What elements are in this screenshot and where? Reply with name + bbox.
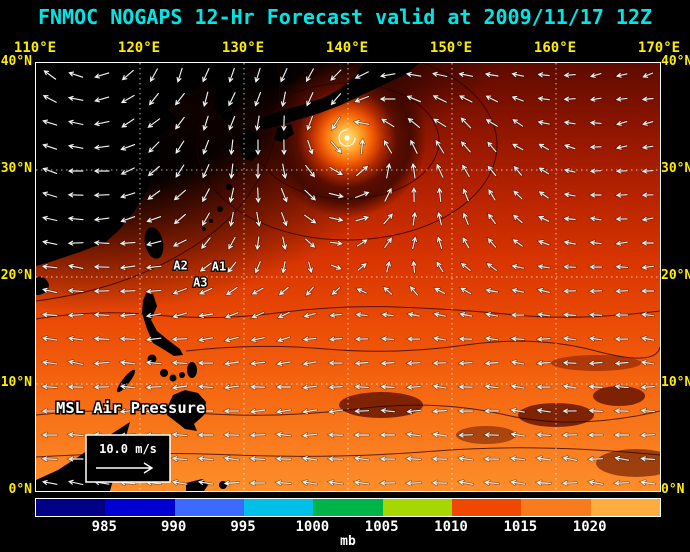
lon-tick-label: 160°E <box>533 40 577 56</box>
storm-marker-a3: A3 <box>193 276 207 290</box>
lat-tick-label-left: 0°N <box>8 482 32 497</box>
coast-korea <box>214 63 247 123</box>
storm-markers: A1 A2 A3 <box>172 257 227 291</box>
lat-tick-label-right: 10°N <box>661 375 690 390</box>
storm-marker-a1: A1 <box>212 260 226 274</box>
colorbar-tick-label: 1005 <box>364 519 399 535</box>
island-samar <box>187 362 197 378</box>
colorbar-tick-label: 1000 <box>295 519 330 535</box>
colorbar-tick-label: 985 <box>91 519 117 535</box>
storm-marker-a2: A2 <box>173 259 187 273</box>
island-visayas <box>169 374 177 382</box>
lon-tick-label: 170°E <box>637 40 681 56</box>
lat-tick-label-left: 30°N <box>0 161 32 176</box>
lon-tick-label: 140°E <box>325 40 369 56</box>
lon-tick-label: 150°E <box>429 40 473 56</box>
colorbar-cell <box>36 499 106 516</box>
colorbar-tick-label: 990 <box>161 519 187 535</box>
colorbar-tick-label: 995 <box>230 519 256 535</box>
colorbar-cell <box>382 499 452 516</box>
field-label: MSL Air Pressure <box>56 399 205 417</box>
lon-tick-label: 130°E <box>221 40 265 56</box>
island-ryukyu <box>202 227 206 231</box>
lat-tick-label-right: 0°N <box>661 482 685 497</box>
map-canvas: A1 A2 A3 MSL Air Pressure 10.0 m/s <box>36 63 660 491</box>
wind-legend: 10.0 m/s <box>85 434 171 483</box>
island-visayas <box>179 372 185 378</box>
wind-legend-box <box>85 434 171 483</box>
lon-tick-label: 120°E <box>117 40 161 56</box>
colorbar-cell <box>174 499 244 516</box>
lat-tick-label-right: 30°N <box>661 161 690 176</box>
page-title: FNMOC NOGAPS 12-Hr Forecast valid at 200… <box>37 5 653 29</box>
island-visayas <box>160 369 168 377</box>
cyclone-eye-swirl <box>338 129 356 147</box>
wind-legend-label: 10.0 m/s <box>99 442 157 456</box>
colorbar-cell <box>105 499 175 516</box>
coast-china <box>36 63 208 266</box>
colorbar-units: mb <box>340 534 356 549</box>
island-mindanao <box>167 390 206 431</box>
colorbar-cell <box>590 499 660 516</box>
lat-tick-label-left: 20°N <box>0 268 32 283</box>
island-luzon <box>142 293 183 356</box>
lon-tick-label: 110°E <box>13 40 57 56</box>
lat-tick-label-left: 10°N <box>0 375 32 390</box>
colorbar-tick-label: 1020 <box>572 519 607 535</box>
colorbar-cell <box>313 499 383 516</box>
grid-lines <box>36 63 660 491</box>
pressure-colorbar <box>35 498 661 517</box>
island-ryukyu <box>226 184 232 190</box>
island-ryukyu <box>209 219 213 223</box>
wind-legend-arrow-icon <box>96 462 154 474</box>
forecast-map: A1 A2 A3 MSL Air Pressure 10.0 m/s <box>35 62 661 492</box>
coast-shikoku <box>274 124 294 142</box>
colorbar-cell <box>521 499 591 516</box>
colorbar-cell <box>243 499 314 516</box>
wind-arrows <box>41 67 656 486</box>
lat-tick-label-right: 20°N <box>661 268 690 283</box>
colorbar-tick-label: 1010 <box>434 519 468 535</box>
colorbar-cell <box>451 499 522 516</box>
lat-tick-label-left: 40°N <box>0 54 32 69</box>
lat-tick-label-right: 40°N <box>661 54 690 69</box>
island-okinawa <box>217 206 223 212</box>
colorbar-tick-label: 1015 <box>503 519 538 535</box>
